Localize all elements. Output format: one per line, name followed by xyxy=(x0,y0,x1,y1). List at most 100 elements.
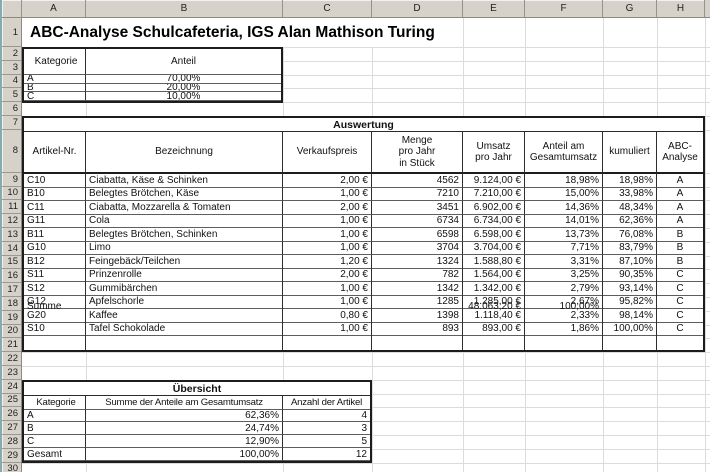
row-header[interactable]: 5 xyxy=(2,88,21,103)
cell-abc-klasse[interactable]: B xyxy=(657,242,703,255)
cell-verkaufspreis[interactable]: 1,00 € xyxy=(283,187,372,201)
cell-kategorie[interactable]: B xyxy=(24,422,86,436)
cell-verkaufspreis[interactable]: 1,00 € xyxy=(283,241,372,255)
cell-kategorie[interactable]: C xyxy=(24,92,86,102)
cell-bezeichnung[interactable]: Limo xyxy=(86,241,283,255)
row-header[interactable]: 22 xyxy=(2,352,21,366)
cell-anteil[interactable]: 10,00% xyxy=(86,92,281,102)
row-header[interactable]: 16 xyxy=(2,269,21,284)
row-header[interactable]: 23 xyxy=(2,366,21,380)
cell-anteil[interactable]: 70,00% xyxy=(86,75,281,84)
cell-menge[interactable]: 6734 xyxy=(372,214,463,228)
anteil-header-cell[interactable]: Anteil am Gesamtumsatz xyxy=(525,132,603,174)
row-header[interactable]: 18 xyxy=(2,297,21,311)
cell-kategorie[interactable]: C xyxy=(24,435,86,449)
cell-summe-anteile[interactable]: 62,36% xyxy=(86,409,283,423)
umsatz-header-cell[interactable]: Umsatz pro Jahr xyxy=(463,132,525,174)
row-header[interactable]: 9 xyxy=(2,173,21,187)
cell-menge[interactable]: 7210 xyxy=(372,187,463,201)
uebersicht-title-cell[interactable]: Übersicht xyxy=(24,382,370,396)
cell-anteil[interactable]: 14,01% xyxy=(525,214,603,228)
cell-summe-anteile[interactable]: 100,00% xyxy=(86,448,283,461)
cell-summe-umsatz[interactable]: 48.063,20 € xyxy=(463,262,525,350)
row-header[interactable]: 21 xyxy=(2,338,21,353)
cell-menge[interactable]: 3704 xyxy=(372,241,463,255)
row-header[interactable]: 11 xyxy=(2,200,21,215)
cell-empty[interactable] xyxy=(603,262,657,350)
cell-verkaufspreis[interactable]: 1,00 € xyxy=(283,214,372,228)
cell-anteil[interactable]: 14,36% xyxy=(525,201,603,215)
row-header[interactable]: 10 xyxy=(2,187,21,201)
cell-artikel-nr[interactable]: G10 xyxy=(24,241,86,255)
row-header[interactable]: 17 xyxy=(2,283,21,297)
cell-empty[interactable] xyxy=(657,262,703,350)
verkaufspreis-header-cell[interactable]: Verkaufspreis xyxy=(283,132,372,174)
column-header[interactable]: H xyxy=(657,0,705,17)
cell-anzahl[interactable]: 4 xyxy=(283,410,370,423)
cell-verkaufspreis[interactable]: 1,00 € xyxy=(283,228,372,242)
cell-abc-klasse[interactable]: C xyxy=(657,309,703,323)
anteil-header-cell[interactable]: Anteil xyxy=(86,49,281,75)
cell-anteil[interactable]: 18,98% xyxy=(525,174,603,188)
row-header[interactable]: 7 xyxy=(2,116,21,130)
row-header[interactable]: 24 xyxy=(2,380,21,394)
cell-abc-klasse[interactable]: A xyxy=(657,215,703,228)
cell-summe-anteile[interactable]: 24,74% xyxy=(86,422,283,436)
cell-bezeichnung[interactable]: Feingebäck/Teilchen xyxy=(86,255,283,269)
kategorie-header-cell[interactable]: Kategorie xyxy=(24,49,86,75)
cell-summe-anteil[interactable]: 100,00% xyxy=(525,262,603,350)
cell-verkaufspreis[interactable]: 2,00 € xyxy=(283,201,372,215)
row-header[interactable]: 14 xyxy=(2,242,21,256)
cell-anteil[interactable]: 7,71% xyxy=(525,241,603,255)
cell-abc-klasse[interactable]: A xyxy=(657,174,703,188)
cell-umsatz[interactable]: 3.704,00 € xyxy=(463,241,525,255)
cell-anzahl[interactable]: 5 xyxy=(283,435,370,449)
row-header[interactable]: 29 xyxy=(2,449,21,463)
cell-artikel-nr[interactable]: B10 xyxy=(24,187,86,201)
anzahl-artikel-header-cell[interactable]: Anzahl der Artikel xyxy=(283,396,370,410)
row-header[interactable]: 2 xyxy=(2,47,21,61)
cell-artikel-nr[interactable]: B11 xyxy=(24,228,86,242)
row-header[interactable]: 4 xyxy=(2,75,21,89)
column-header[interactable]: A xyxy=(22,0,86,17)
cell-bezeichnung[interactable]: Belegtes Brötchen, Käse xyxy=(86,187,283,201)
cell-umsatz[interactable]: 1.588,80 € xyxy=(463,255,525,269)
cell-bezeichnung[interactable]: Belegtes Brötchen, Schinken xyxy=(86,228,283,242)
cell-summe-anteile[interactable]: 12,90% xyxy=(86,435,283,449)
cell-summe-label[interactable]: Summe xyxy=(24,262,86,350)
cell-umsatz[interactable]: 7.210,00 € xyxy=(463,187,525,201)
cell-verkaufspreis[interactable]: 2,00 € xyxy=(283,174,372,188)
cell-umsatz[interactable]: 6.598,00 € xyxy=(463,228,525,242)
cell-anteil[interactable]: 15,00% xyxy=(525,187,603,201)
cell-kumuliert[interactable]: 62,36% xyxy=(603,214,657,228)
row-header[interactable]: 28 xyxy=(2,435,21,449)
row-header[interactable]: 20 xyxy=(2,325,21,339)
cell-kumuliert[interactable]: 87,10% xyxy=(603,255,657,269)
column-header[interactable]: G xyxy=(603,0,657,17)
cell-empty[interactable] xyxy=(283,262,372,350)
row-header[interactable]: 19 xyxy=(2,311,21,325)
cell-empty[interactable] xyxy=(86,262,283,350)
column-header[interactable]: E xyxy=(463,0,525,17)
cell-artikel-nr[interactable]: B12 xyxy=(24,255,86,269)
cell-abc-klasse[interactable]: B xyxy=(657,228,703,242)
cell-umsatz[interactable]: 6.734,00 € xyxy=(463,214,525,228)
cell-anteil[interactable]: 13,73% xyxy=(525,228,603,242)
cell-bezeichnung[interactable]: Ciabatta, Käse & Schinken xyxy=(86,174,283,188)
cell-kumuliert[interactable]: 48,34% xyxy=(603,201,657,215)
row-header[interactable]: 3 xyxy=(2,61,21,75)
sheet-title-cell[interactable]: ABC-Analyse Schulcafeteria, IGS Alan Mat… xyxy=(22,18,463,47)
cell-menge[interactable]: 1324 xyxy=(372,255,463,269)
select-all-corner[interactable] xyxy=(2,0,22,18)
cell-abc-klasse[interactable]: C xyxy=(657,296,703,309)
cell-empty[interactable] xyxy=(372,262,463,350)
bezeichnung-header-cell[interactable]: Bezeichnung xyxy=(86,132,283,174)
row-header[interactable]: 12 xyxy=(2,214,21,228)
menge-header-cell[interactable]: Menge pro Jahr in Stück xyxy=(372,132,463,174)
cell-kumuliert[interactable]: 33,98% xyxy=(603,187,657,201)
cell-menge[interactable]: 6598 xyxy=(372,228,463,242)
cell-verkaufspreis[interactable]: 1,20 € xyxy=(283,255,372,269)
row-header[interactable]: 8 xyxy=(2,130,21,173)
row-header[interactable]: 30 xyxy=(2,463,21,472)
cell-abc-klasse[interactable]: C xyxy=(657,282,703,296)
